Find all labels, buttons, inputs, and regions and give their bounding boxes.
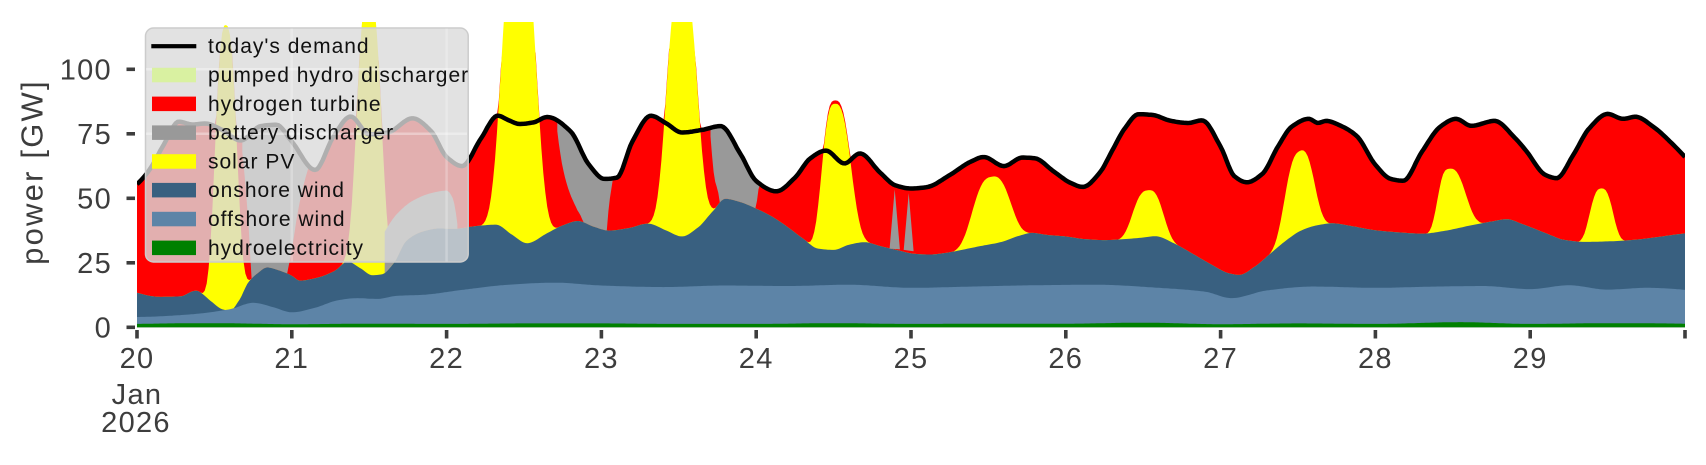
svg-text:25: 25 — [894, 343, 929, 375]
svg-text:onshore wind: onshore wind — [208, 179, 345, 202]
svg-text:pumped hydro discharger: pumped hydro discharger — [208, 64, 469, 87]
svg-text:29: 29 — [1513, 343, 1548, 375]
svg-text:22: 22 — [429, 343, 464, 375]
svg-text:21: 21 — [274, 343, 309, 375]
svg-text:25: 25 — [77, 248, 112, 280]
svg-text:2026: 2026 — [101, 407, 171, 439]
svg-text:today's demand: today's demand — [208, 35, 370, 58]
svg-text:26: 26 — [1048, 343, 1083, 375]
svg-text:27: 27 — [1203, 343, 1238, 375]
svg-text:hydroelectricity: hydroelectricity — [208, 237, 364, 260]
svg-text:23: 23 — [584, 343, 619, 375]
svg-text:100: 100 — [60, 54, 112, 86]
svg-text:solar PV: solar PV — [208, 150, 295, 173]
svg-text:50: 50 — [77, 183, 112, 215]
svg-text:power [GW]: power [GW] — [15, 79, 50, 265]
svg-text:offshore wind: offshore wind — [208, 208, 346, 231]
svg-text:Jan: Jan — [112, 379, 163, 411]
svg-text:0: 0 — [95, 312, 112, 344]
svg-text:28: 28 — [1358, 343, 1393, 375]
svg-text:battery discharger: battery discharger — [208, 122, 394, 145]
svg-text:75: 75 — [77, 119, 112, 151]
svg-text:20: 20 — [120, 343, 155, 375]
svg-text:24: 24 — [739, 343, 774, 375]
svg-text:hydrogen turbine: hydrogen turbine — [208, 93, 382, 116]
